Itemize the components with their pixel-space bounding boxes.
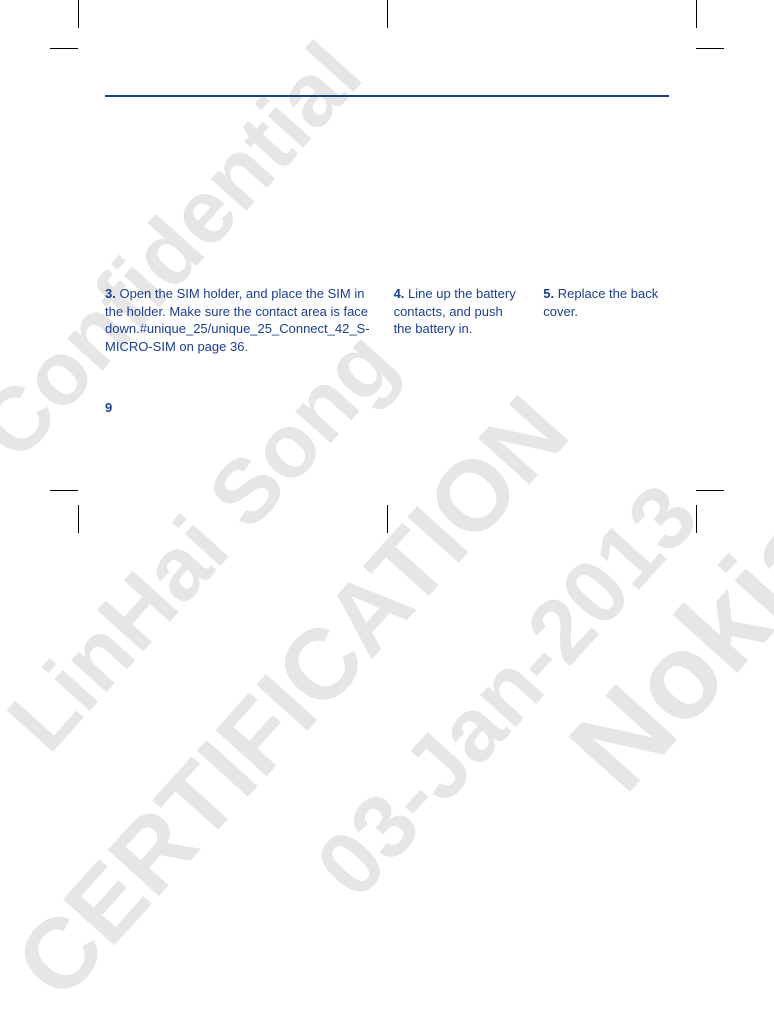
- watermark-date: 03-Jan-2013: [297, 466, 718, 918]
- crop-mark: [696, 48, 724, 49]
- crop-mark: [696, 490, 724, 491]
- crop-mark: [387, 505, 388, 533]
- crop-mark: [696, 0, 697, 28]
- crop-mark: [78, 0, 79, 28]
- step-number: 3.: [105, 286, 116, 301]
- watermark-certification: CERTIFICATION: [0, 375, 591, 1020]
- crop-mark: [696, 505, 697, 533]
- step-text: Line up the battery contacts, and push t…: [394, 286, 516, 336]
- step-number: 4.: [394, 286, 405, 301]
- step-text: Open the SIM holder, and place the SIM i…: [105, 286, 370, 354]
- crop-mark: [387, 0, 388, 28]
- watermark-confidential: Confidential: [0, 24, 382, 479]
- watermark-author: LinHai Song: [0, 312, 416, 771]
- crop-mark: [78, 505, 79, 533]
- page-number: 9: [105, 400, 112, 415]
- header-divider: [105, 95, 669, 97]
- crop-mark: [50, 490, 78, 491]
- step-text: Replace the back cover.: [543, 286, 658, 319]
- steps-row: 3. Open the SIM holder, and place the SI…: [105, 285, 669, 355]
- step-3: 3. Open the SIM holder, and place the SI…: [105, 285, 370, 355]
- step-number: 5.: [543, 286, 554, 301]
- step-5: 5. Replace the back cover.: [543, 285, 669, 355]
- step-4: 4. Line up the battery contacts, and pus…: [394, 285, 520, 355]
- crop-mark: [50, 48, 78, 49]
